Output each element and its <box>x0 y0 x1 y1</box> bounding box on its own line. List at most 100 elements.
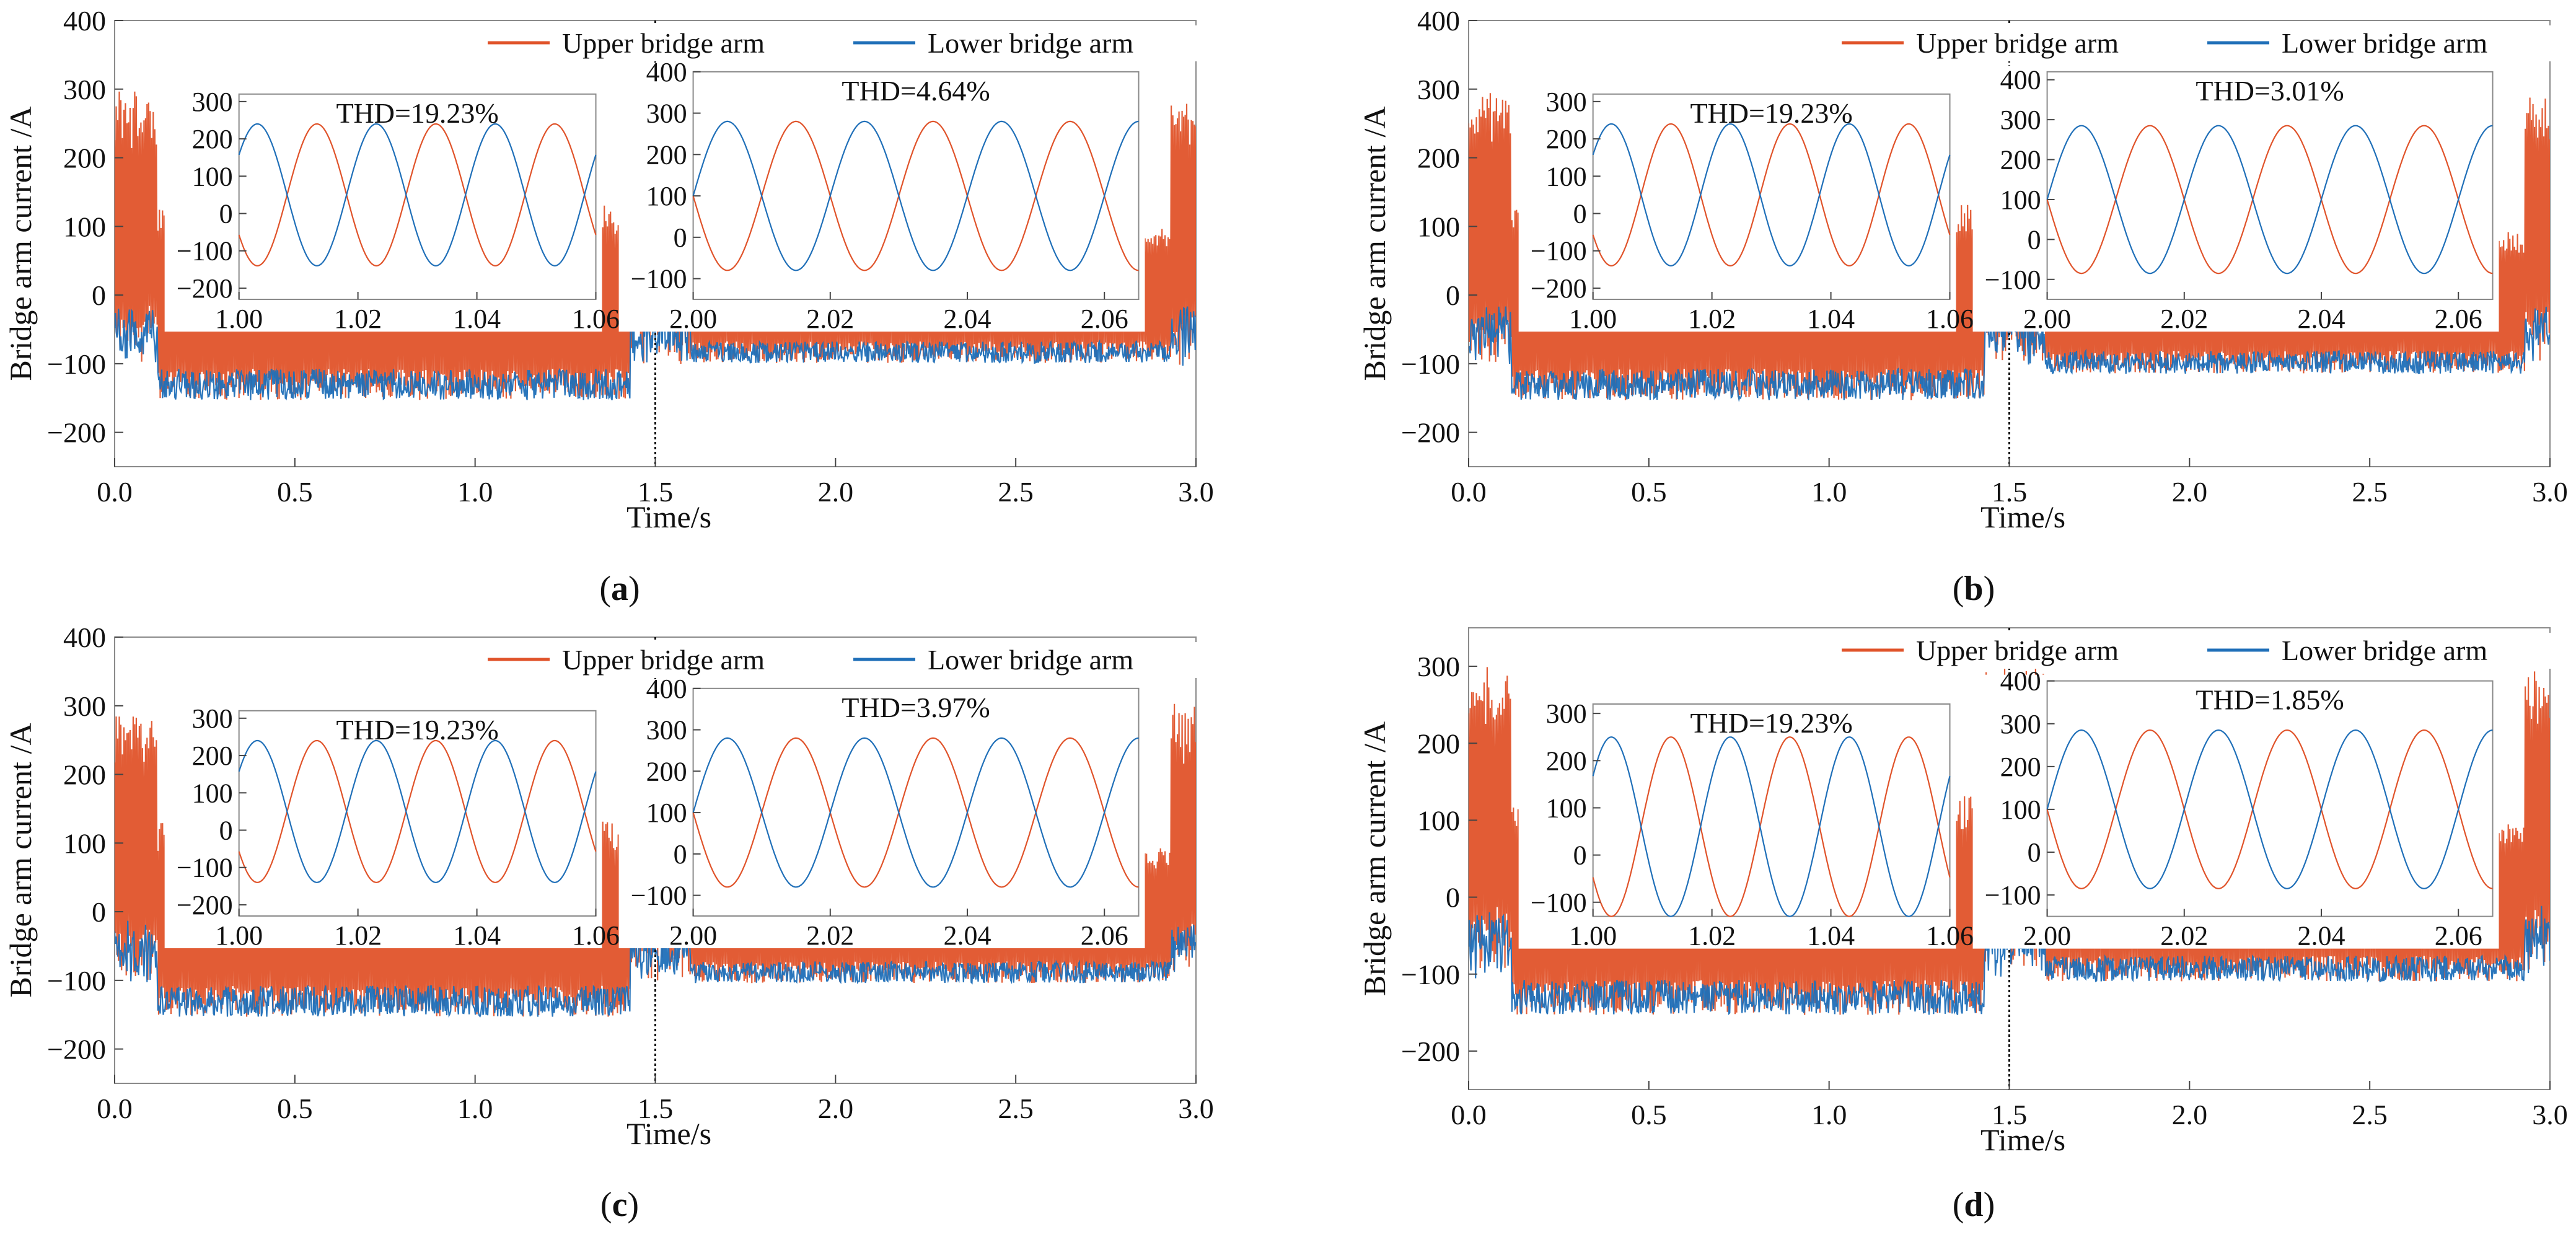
inset-y-tick-label: 200 <box>1546 124 1587 154</box>
chart-panel-c: 400 300 200 100 0 −100 −200 0.0 0.5 1.0 1.5 2.0 2.5 3… <box>3 622 1214 1224</box>
x-tick-label: 2.0 <box>2172 1099 2208 1130</box>
inset-y-tick-label: 0 <box>1573 198 1587 229</box>
panel-caption-letter: a <box>611 570 628 608</box>
y-tick-label: −100 <box>1401 348 1460 380</box>
y-tick-label: −200 <box>47 1034 106 1065</box>
thd-annotation: THD=3.01% <box>2196 75 2344 107</box>
inset-series-upper <box>2046 125 2493 275</box>
inset-series-upper <box>238 123 597 266</box>
inset-x-tick-label: 1.02 <box>1688 921 1736 951</box>
inset-y-tick-label: −100 <box>1985 880 2041 910</box>
y-tick-label: 0 <box>92 896 106 928</box>
inset-chart-2: 400 300 200 100 0 −100 2.00 2.02 2.04 2.06 THD=4.6… <box>618 57 1145 334</box>
inset-x-tick-label: 2.00 <box>2023 304 2071 334</box>
inset-x-tick-label: 1.00 <box>215 304 263 334</box>
inset-y-tick-label: 100 <box>192 161 233 192</box>
y-tick-label: −100 <box>47 348 106 380</box>
inset-x-tick-label: 1.00 <box>1569 921 1617 951</box>
legend-label-lower: Lower bridge arm <box>2282 27 2487 59</box>
inset-y-tick-label: 100 <box>1546 161 1587 192</box>
x-tick-label: 2.5 <box>2352 1099 2388 1130</box>
inset-x-tick-label: 1.02 <box>1688 304 1736 334</box>
x-tick-label: 2.5 <box>998 1093 1034 1124</box>
inset-y-tick-label: 100 <box>2000 795 2041 825</box>
thd-annotation: THD=3.97% <box>842 692 990 723</box>
y-axis-label: Bridge arm current /A <box>1357 721 1392 996</box>
y-tick-label: −100 <box>47 965 106 997</box>
x-tick-label: 1.0 <box>1811 1099 1847 1130</box>
inset-series-upper <box>238 739 597 883</box>
x-tick-label: 3.0 <box>1178 1093 1214 1124</box>
x-tick-label: 0.0 <box>1451 476 1487 508</box>
inset-x-tick-label: 1.06 <box>572 920 620 951</box>
y-tick-label: 300 <box>1417 74 1460 105</box>
inset-y-tick-label: −200 <box>177 273 233 304</box>
inset-x-tick-label: 2.02 <box>806 304 854 334</box>
inset-x-tick-label: 1.04 <box>453 304 501 334</box>
panel-caption-letter: d <box>1964 1186 1983 1224</box>
inset-frame <box>2046 680 2494 917</box>
panel-caption-letter: b <box>1964 570 1983 608</box>
y-tick-label: 0 <box>1446 882 1460 914</box>
inset-y-tick-label: 300 <box>646 715 687 746</box>
inset-series-upper <box>692 120 1139 271</box>
x-tick-label: 0.0 <box>1451 1099 1487 1130</box>
x-tick-label: 1.5 <box>638 1093 674 1124</box>
inset-series-upper <box>1592 123 1951 266</box>
thd-annotation: THD=19.23% <box>336 97 498 129</box>
inset-series-upper <box>1592 736 1951 917</box>
inset-x-tick-label: 2.04 <box>943 920 991 951</box>
inset-y-tick-label: 200 <box>2000 145 2041 175</box>
inset-y-tick-label: −100 <box>1531 887 1587 918</box>
panel-caption: (a) <box>599 570 640 608</box>
series-line-lower <box>115 920 1196 1018</box>
inset-x-tick-label: 2.04 <box>2297 304 2345 334</box>
legend-label-upper: Upper bridge arm <box>562 644 765 676</box>
inset-y-tick-label: −100 <box>177 853 233 883</box>
inset-x-tick-label: 2.04 <box>943 304 991 334</box>
x-tick-label: 2.0 <box>2172 476 2208 508</box>
inset-y-tick-label: −100 <box>1985 265 2041 295</box>
inset-y-tick-label: 300 <box>2000 105 2041 135</box>
inset-x-tick-label: 2.06 <box>2435 304 2482 334</box>
inset-x-tick-label: 2.00 <box>669 304 717 334</box>
legend-label-upper: Upper bridge arm <box>1916 27 2119 59</box>
x-axis-label: Time/s <box>1980 500 2065 534</box>
legend-box <box>481 642 1201 678</box>
inset-y-tick-label: 300 <box>646 99 687 129</box>
x-tick-label: 1.0 <box>1811 476 1847 508</box>
x-axis-label: Time/s <box>626 1116 711 1151</box>
inset-series-upper <box>2046 729 2493 889</box>
y-axis-label: Bridge arm current /A <box>3 723 38 998</box>
inset-x-tick-label: 1.02 <box>334 920 382 951</box>
inset-x-tick-label: 1.06 <box>572 304 620 334</box>
inset-y-tick-label: 0 <box>1573 840 1587 871</box>
panel-caption: (c) <box>600 1186 639 1224</box>
inset-series-lower <box>2046 125 2493 275</box>
y-tick-label: −200 <box>47 417 106 449</box>
inset-x-tick-label: 2.04 <box>2297 921 2345 951</box>
inset-y-tick-label: 0 <box>219 815 233 845</box>
inset-y-tick-label: −100 <box>1531 236 1587 266</box>
inset-y-tick-label: 200 <box>2000 752 2041 782</box>
x-tick-label: 2.0 <box>818 476 854 508</box>
inset-y-tick-label: 300 <box>1546 87 1587 117</box>
inset-x-tick-label: 2.02 <box>2160 304 2208 334</box>
inset-y-tick-label: 400 <box>2000 666 2041 697</box>
inset-x-tick-label: 2.06 <box>1081 920 1128 951</box>
panel-caption: (d) <box>1953 1186 1995 1224</box>
inset-y-tick-label: 200 <box>646 139 687 170</box>
inset-y-tick-label: 200 <box>646 756 687 786</box>
y-tick-label: 100 <box>63 827 106 859</box>
inset-x-tick-label: 2.06 <box>2435 921 2482 951</box>
legend-label-upper: Upper bridge arm <box>562 27 765 59</box>
inset-frame <box>2046 71 2494 301</box>
x-tick-label: 0.5 <box>1631 476 1667 508</box>
y-tick-label: 300 <box>1417 651 1460 682</box>
chart-panel-a: 400 300 200 100 0 −100 −200 0.0 0.5 1.0 1.5 2.0 2.5 3… <box>3 5 1214 608</box>
y-tick-label: 300 <box>63 74 106 105</box>
legend-box <box>481 25 1201 61</box>
x-tick-label: 3.0 <box>2532 476 2568 508</box>
inset-y-tick-label: 100 <box>192 778 233 808</box>
